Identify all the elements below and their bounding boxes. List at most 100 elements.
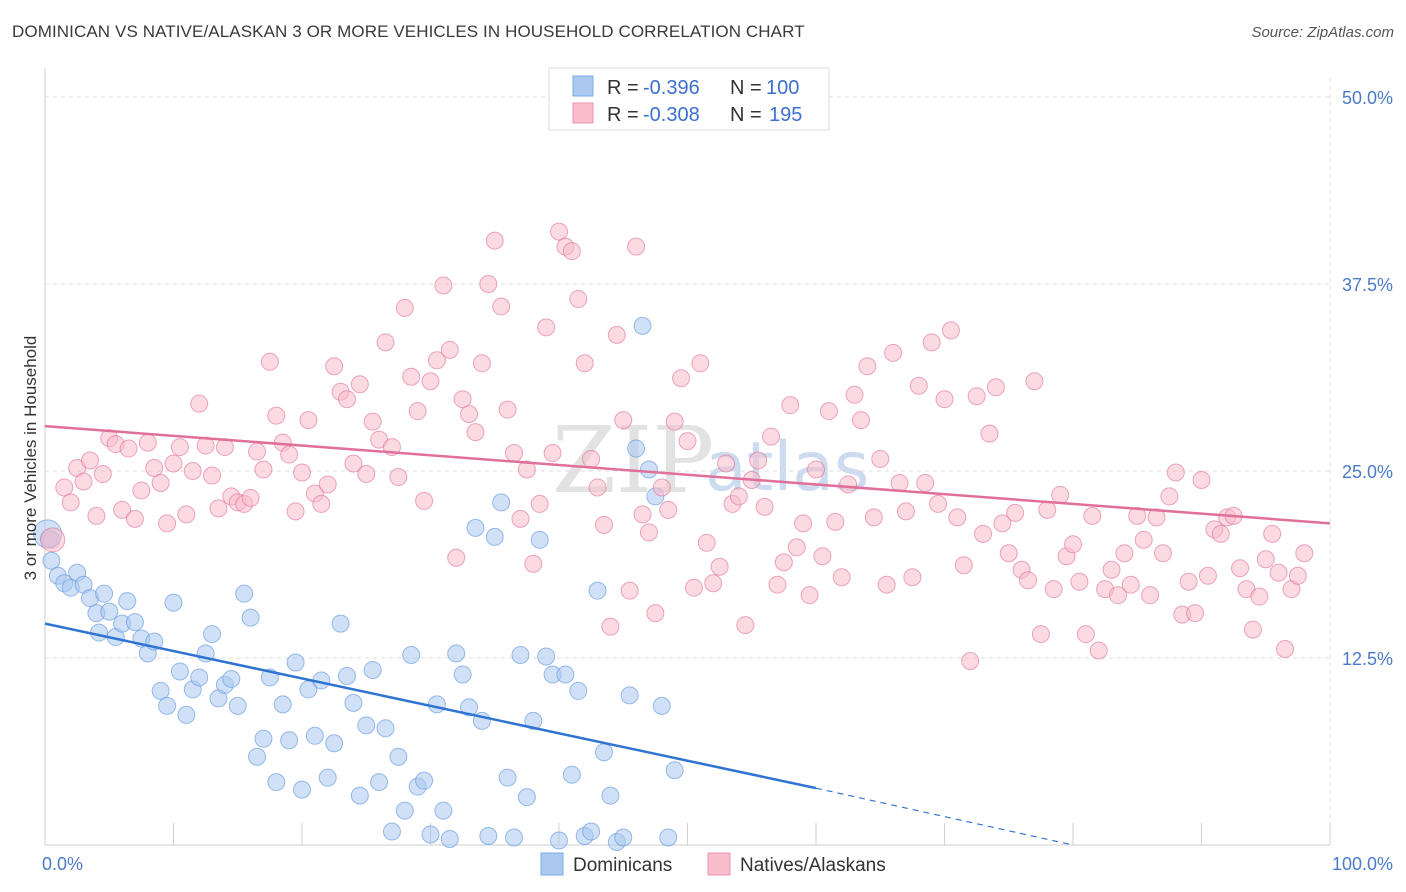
native-point bbox=[1019, 571, 1038, 590]
native-point bbox=[1121, 575, 1140, 594]
dominican-point bbox=[203, 625, 222, 644]
native-point bbox=[498, 400, 517, 419]
native-point bbox=[1070, 572, 1089, 591]
dominican-point bbox=[325, 734, 344, 753]
native-point bbox=[627, 237, 646, 256]
native-point bbox=[749, 451, 768, 470]
dominican-point bbox=[254, 729, 273, 748]
dominican-point bbox=[620, 686, 639, 705]
bottom-legend: Dominicans Natives/Alaskans bbox=[540, 852, 886, 876]
native-point bbox=[337, 390, 356, 409]
dominican-point bbox=[389, 747, 408, 766]
native-point bbox=[530, 494, 549, 513]
dominican-point bbox=[447, 644, 466, 663]
legend-swatch-natives bbox=[572, 102, 594, 124]
axes bbox=[44, 68, 1331, 846]
native-point bbox=[1211, 524, 1230, 543]
native-point bbox=[550, 222, 568, 241]
native-point bbox=[125, 509, 144, 528]
native-point bbox=[170, 438, 189, 457]
native-point bbox=[318, 475, 337, 494]
native-point bbox=[717, 454, 736, 473]
native-trend-line bbox=[44, 424, 1331, 525]
native-point bbox=[922, 333, 941, 352]
native-point bbox=[794, 514, 813, 533]
native-point bbox=[183, 462, 202, 480]
native-point bbox=[1198, 566, 1217, 585]
native-point bbox=[447, 548, 466, 567]
native-point bbox=[967, 387, 986, 406]
native-point bbox=[80, 451, 99, 470]
dominican-point bbox=[350, 786, 369, 805]
native-point bbox=[472, 354, 491, 373]
dominican-point bbox=[402, 646, 421, 665]
native-point bbox=[280, 445, 299, 464]
native-point bbox=[61, 493, 80, 512]
native-point bbox=[138, 433, 157, 452]
native-point bbox=[582, 450, 601, 469]
native-point bbox=[1269, 563, 1288, 582]
native-point bbox=[594, 515, 613, 534]
dominican-point bbox=[434, 801, 453, 820]
native-point bbox=[479, 275, 498, 293]
dominican-point bbox=[42, 551, 61, 570]
dominican-point bbox=[370, 773, 389, 792]
legend-r-label-2: R = bbox=[607, 104, 639, 126]
dominican-point bbox=[382, 822, 401, 841]
native-point bbox=[961, 651, 980, 670]
dominican-point bbox=[633, 316, 652, 335]
native-point bbox=[691, 354, 710, 373]
dominican-point bbox=[118, 592, 137, 611]
dominican-point bbox=[582, 822, 601, 841]
native-point bbox=[1089, 641, 1108, 660]
native-point bbox=[203, 466, 222, 485]
bottom-legend-swatch-dominicans bbox=[540, 852, 564, 876]
native-point bbox=[575, 354, 594, 373]
native-point bbox=[871, 450, 890, 469]
native-point bbox=[858, 357, 877, 376]
native-point bbox=[993, 514, 1012, 533]
native-point bbox=[158, 514, 177, 533]
native-point bbox=[800, 586, 819, 605]
dominican-point bbox=[235, 584, 254, 603]
native-point bbox=[729, 487, 748, 506]
native-point bbox=[974, 524, 993, 543]
native-point bbox=[941, 321, 960, 340]
native-point bbox=[209, 499, 228, 518]
native-point bbox=[434, 276, 453, 295]
native-point bbox=[376, 333, 395, 352]
native-point bbox=[755, 497, 774, 516]
native-point bbox=[1231, 559, 1250, 578]
tick-labels: 12.5% 25.0% 37.5% 50.0% 0.0% 100.0% bbox=[42, 88, 1393, 874]
native-point bbox=[813, 547, 832, 566]
legend-box bbox=[548, 67, 830, 131]
native-point bbox=[678, 432, 697, 451]
native-point bbox=[980, 424, 999, 443]
native-point bbox=[652, 478, 671, 497]
native-point bbox=[517, 460, 536, 479]
native-point bbox=[672, 369, 691, 388]
native-point bbox=[954, 556, 973, 575]
native-point bbox=[986, 378, 1005, 397]
native-point bbox=[395, 298, 414, 317]
dominican-point bbox=[415, 771, 434, 790]
bottom-legend-label-natives: Natives/Alaskans bbox=[740, 855, 886, 876]
native-point bbox=[1179, 572, 1198, 591]
native-point bbox=[1276, 640, 1295, 659]
native-point bbox=[1044, 580, 1063, 599]
native-point bbox=[890, 473, 909, 492]
bottom-legend-swatch-natives bbox=[707, 852, 731, 876]
dominican-point bbox=[562, 765, 581, 784]
native-point bbox=[312, 494, 331, 513]
native-point bbox=[93, 464, 112, 483]
dominican-point bbox=[318, 768, 337, 787]
native-point bbox=[633, 505, 652, 524]
dominican-point bbox=[440, 830, 459, 849]
native-point bbox=[267, 406, 286, 425]
dominican-point bbox=[427, 695, 446, 714]
legend-n-label-2: N = bbox=[730, 104, 762, 126]
dominican-point bbox=[222, 669, 241, 688]
native-point bbox=[440, 340, 459, 359]
dominican-point bbox=[376, 719, 395, 738]
native-point bbox=[1102, 560, 1121, 579]
